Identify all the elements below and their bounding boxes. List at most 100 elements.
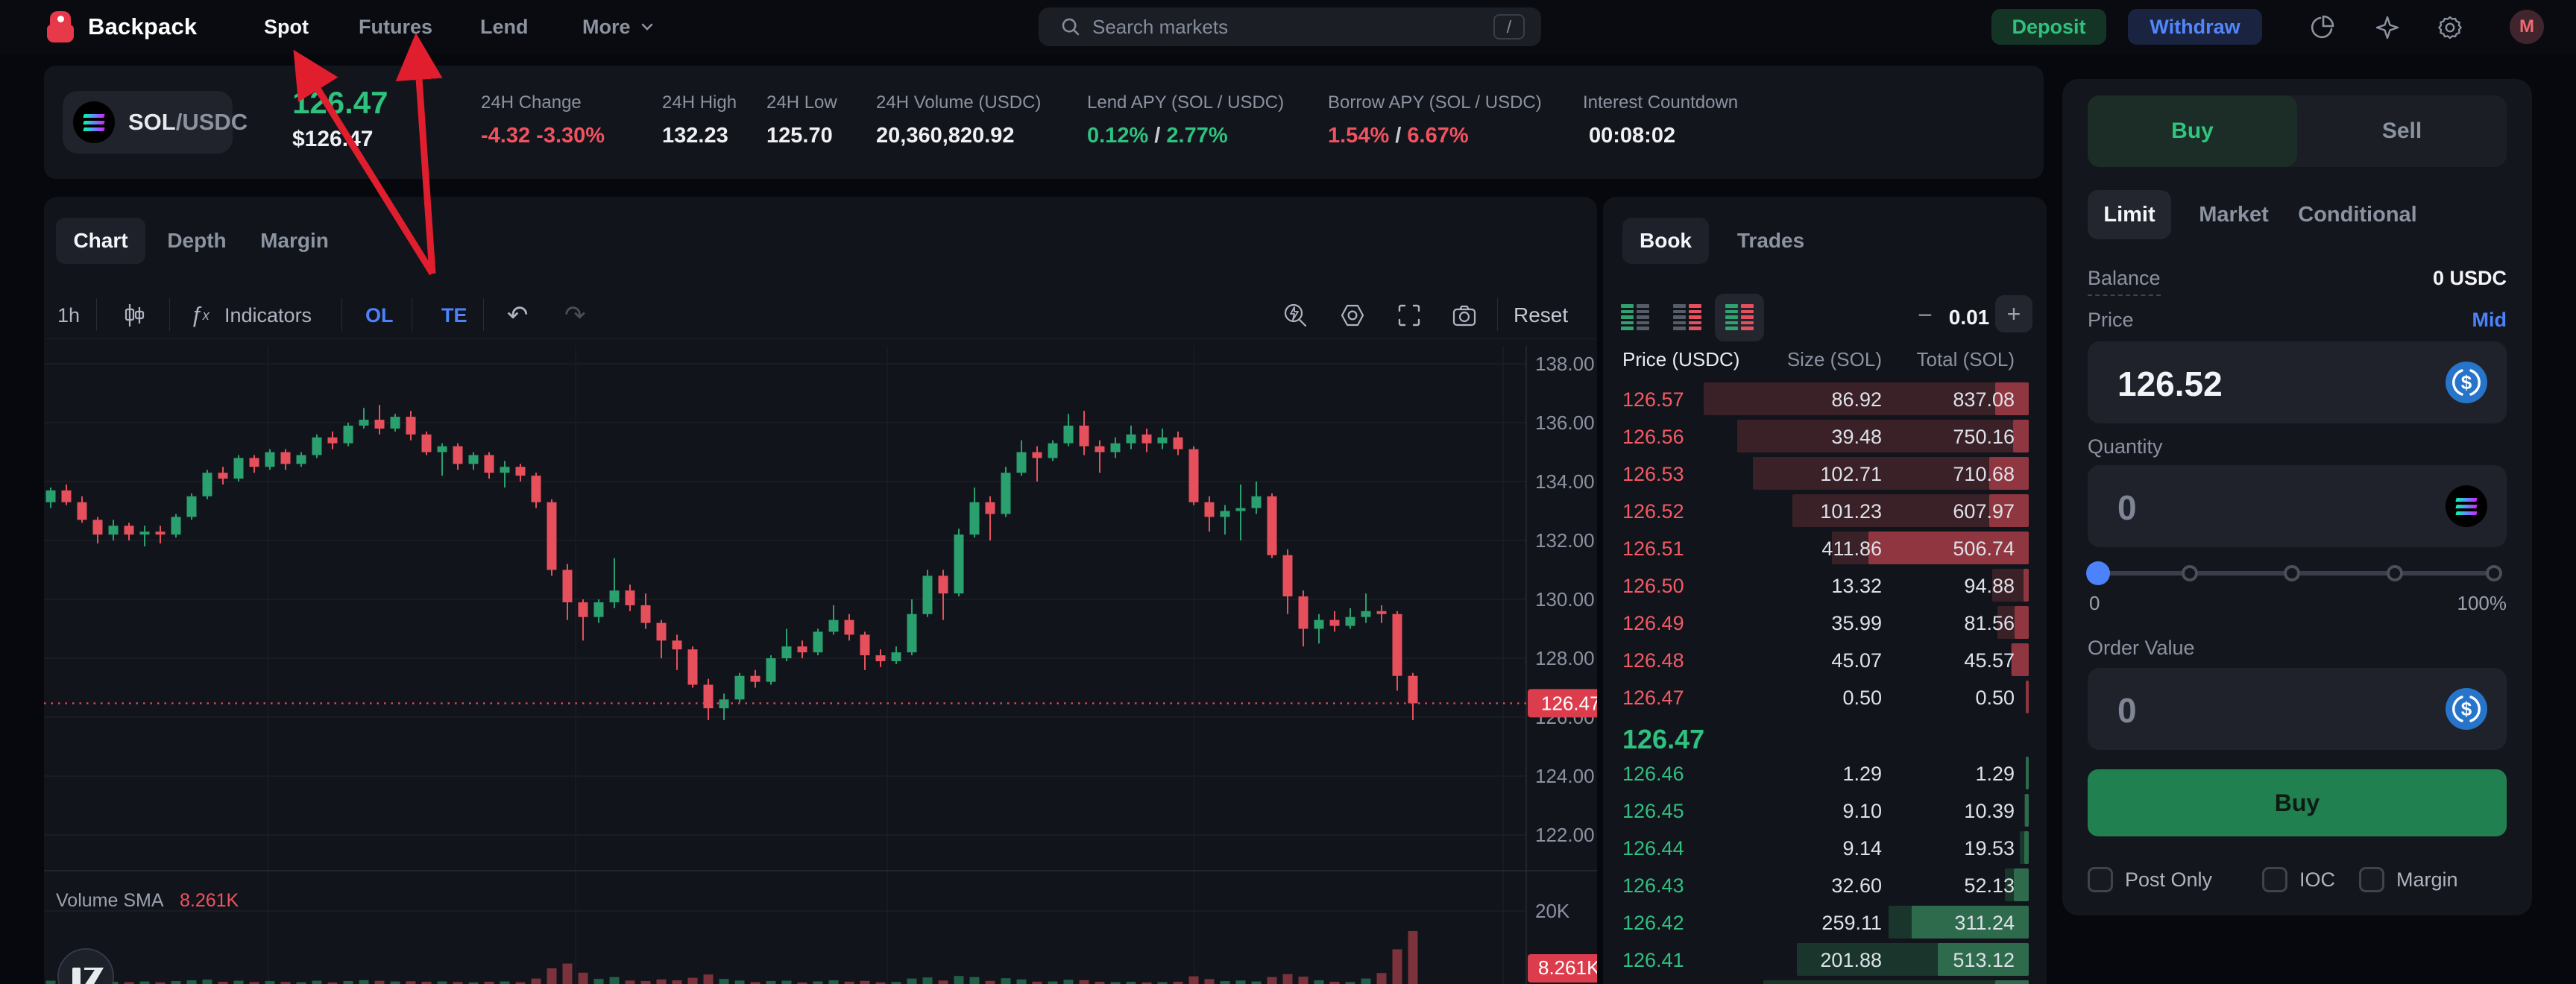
tab-margin[interactable]: Margin: [260, 229, 329, 252]
te-toggle[interactable]: TE: [441, 303, 467, 327]
order-value-input[interactable]: 0 $: [2088, 668, 2507, 750]
tab-trades[interactable]: Trades: [1736, 229, 1805, 252]
side-buy-tab[interactable]: Buy: [2088, 95, 2297, 167]
camera-screenshot-icon[interactable]: [1450, 301, 1478, 329]
svg-text:$: $: [2461, 371, 2472, 394]
volume-legend-label[interactable]: Volume SMA: [56, 890, 164, 911]
search-input[interactable]: Search markets /: [1039, 7, 1541, 46]
svg-text:138.00: 138.00: [1535, 353, 1595, 375]
ask-row[interactable]: 126.51 411.86 506.74: [1603, 529, 2047, 567]
deposit-button[interactable]: Deposit: [1991, 9, 2106, 45]
book-view-bids-icon[interactable]: [1618, 301, 1652, 334]
candle-style-icon[interactable]: [120, 301, 148, 329]
quantity-slider[interactable]: [2086, 561, 2507, 586]
side-sell-tab[interactable]: Sell: [2381, 119, 2422, 143]
checkbox-box[interactable]: [2359, 867, 2384, 892]
market-stats-bar: SOL /USDC 126.47 $126.47 24H Change -4.3…: [44, 66, 2044, 179]
tick-increase-button[interactable]: +: [1995, 295, 2032, 332]
bid-row[interactable]: 126.44 9.14 19.53: [1603, 829, 2047, 866]
ask-row[interactable]: 126.49 35.99 81.56: [1603, 604, 2047, 641]
ask-row[interactable]: 126.57 86.92 837.08: [1603, 380, 2047, 417]
tick-decrease-button[interactable]: −: [1918, 301, 1933, 329]
mid-price[interactable]: 126.47: [1622, 724, 1705, 754]
tab-chart[interactable]: Chart: [56, 218, 145, 264]
bid-row[interactable]: 126.4075.16588.28: [1603, 978, 2047, 984]
search-icon: [1062, 18, 1080, 36]
market-pair-selector[interactable]: SOL /USDC: [63, 91, 248, 154]
balance-label[interactable]: Balance: [2088, 267, 2161, 296]
last-price: 126.47: [292, 85, 388, 120]
nav-item-lend[interactable]: Lend: [480, 15, 529, 38]
change-value: -4.32 -3.30%: [481, 124, 605, 148]
portfolio-pie-icon[interactable]: [2308, 14, 2335, 41]
quantity-label: Quantity: [2088, 435, 2163, 458]
slider-thumb[interactable]: [2086, 561, 2110, 585]
nav-item-more[interactable]: More: [582, 0, 656, 54]
book-view-asks-icon[interactable]: [1670, 301, 1704, 334]
slider-max-label: 100%: [2457, 592, 2507, 614]
tab-book[interactable]: Book: [1622, 218, 1709, 264]
interval-button[interactable]: 1h: [57, 303, 81, 327]
ioc-checkbox[interactable]: IOC: [2262, 867, 2335, 892]
ask-row[interactable]: 126.52 101.23 607.97: [1603, 492, 2047, 529]
candlestick-chart[interactable]: 138.00 136.00 134.00 132.00 130.00 128.00 126.…: [44, 346, 1597, 984]
svg-text:8.261K: 8.261K: [1538, 956, 1597, 979]
sparkle-rewards-icon[interactable]: [2374, 14, 2401, 41]
undo-icon[interactable]: ↶: [507, 301, 529, 329]
chart-settings-icon[interactable]: [1338, 301, 1367, 329]
tab-depth[interactable]: Depth: [167, 229, 227, 252]
svg-text:132.00: 132.00: [1535, 529, 1595, 552]
book-view-both-icon[interactable]: [1722, 301, 1757, 334]
submit-buy-button[interactable]: Buy: [2088, 769, 2507, 836]
bid-row[interactable]: 126.46 1.29 1.29: [1603, 754, 2047, 792]
borrow-apy-value: 1.54% / 6.67%: [1328, 124, 1469, 148]
post-only-checkbox[interactable]: Post Only: [2088, 867, 2212, 892]
checkbox-box[interactable]: [2262, 867, 2287, 892]
backpack-logo-icon[interactable]: [43, 10, 78, 44]
usdc-icon: $: [2446, 688, 2487, 730]
nav-item-futures[interactable]: Futures: [359, 15, 433, 38]
withdraw-button[interactable]: Withdraw: [2128, 9, 2262, 45]
indicators-button[interactable]: Indicators: [224, 303, 312, 327]
solana-token-icon: [73, 101, 115, 143]
ask-row[interactable]: 126.56 39.48 750.16: [1603, 417, 2047, 455]
lend-apy-label: Lend APY (SOL / USDC): [1087, 92, 1285, 113]
lend-apy-value: 0.12% / 2.77%: [1087, 124, 1228, 148]
redo-icon[interactable]: ↷: [564, 301, 586, 329]
settings-gear-icon[interactable]: [2437, 14, 2463, 41]
fullscreen-icon[interactable]: [1395, 301, 1423, 329]
svg-text:126.47: 126.47: [1541, 692, 1597, 714]
checkbox-box[interactable]: [2088, 867, 2113, 892]
brand-name[interactable]: Backpack: [88, 13, 198, 40]
quantity-input[interactable]: 0: [2088, 465, 2507, 547]
orderbook-panel: Book Trades − 0.01 + Price (USDC) Size (…: [1603, 197, 2047, 984]
pair-base: SOL: [128, 109, 176, 135]
header-total: Total (SOL): [1916, 348, 2015, 370]
solana-token-icon: [2446, 485, 2487, 527]
order-type-limit[interactable]: Limit: [2088, 190, 2171, 239]
order-type-conditional[interactable]: Conditional: [2298, 202, 2417, 227]
ask-row[interactable]: 126.50 13.32 94.88: [1603, 567, 2047, 604]
ask-row[interactable]: 126.53 102.71 710.68: [1603, 455, 2047, 492]
ask-row[interactable]: 126.48 45.07 45.57: [1603, 641, 2047, 678]
search-placeholder: Search markets: [1092, 15, 1229, 38]
nav-item-spot[interactable]: Spot: [264, 15, 309, 38]
ask-row[interactable]: 126.47 0.50 0.50: [1603, 678, 2047, 716]
flash-search-icon[interactable]: [1281, 301, 1309, 329]
reset-button[interactable]: Reset: [1514, 303, 1569, 327]
margin-checkbox[interactable]: Margin: [2359, 867, 2458, 892]
bid-row[interactable]: 126.42 259.11 311.24: [1603, 903, 2047, 941]
price-mid-button[interactable]: Mid: [2472, 309, 2507, 331]
bid-row[interactable]: 126.45 9.10 10.39: [1603, 792, 2047, 829]
svg-text:128.00: 128.00: [1535, 647, 1595, 669]
svg-text:20K: 20K: [1535, 900, 1570, 922]
ol-toggle[interactable]: OL: [365, 303, 394, 327]
bid-row[interactable]: 126.43 32.60 52.13: [1603, 866, 2047, 903]
user-avatar[interactable]: M: [2510, 10, 2544, 44]
bid-row[interactable]: 126.41 201.88 513.12: [1603, 941, 2047, 978]
chevron-down-icon: [641, 23, 652, 31]
order-type-market[interactable]: Market: [2199, 202, 2269, 227]
price-input[interactable]: 126.52 $: [2088, 341, 2507, 423]
